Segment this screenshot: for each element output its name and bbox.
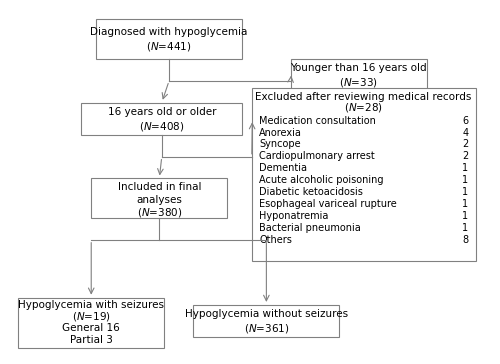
FancyBboxPatch shape <box>252 88 476 261</box>
Text: 2: 2 <box>462 151 468 161</box>
FancyBboxPatch shape <box>82 103 242 135</box>
Text: ($\it{N}$=19): ($\it{N}$=19) <box>72 310 110 323</box>
Text: ($\it{N}$=361): ($\it{N}$=361) <box>244 322 289 335</box>
FancyBboxPatch shape <box>96 19 242 59</box>
Text: Hypoglycemia without seizures: Hypoglycemia without seizures <box>185 309 348 319</box>
Text: analyses: analyses <box>136 195 182 205</box>
Text: Bacterial pneumonia: Bacterial pneumonia <box>259 223 361 233</box>
Text: 1: 1 <box>462 211 468 221</box>
Text: 1: 1 <box>462 187 468 197</box>
Text: Anorexia: Anorexia <box>259 127 302 138</box>
FancyBboxPatch shape <box>290 59 427 92</box>
Text: Syncope: Syncope <box>259 139 300 150</box>
Text: 16 years old or older: 16 years old or older <box>108 107 216 116</box>
Text: 6: 6 <box>462 116 468 126</box>
Text: 1: 1 <box>462 199 468 209</box>
Text: Hyponatremia: Hyponatremia <box>259 211 328 221</box>
Text: 4: 4 <box>462 127 468 138</box>
Text: ($\it{N}$=28): ($\it{N}$=28) <box>344 102 383 114</box>
Text: Diabetic ketoacidosis: Diabetic ketoacidosis <box>259 187 363 197</box>
Text: Medication consultation: Medication consultation <box>259 116 376 126</box>
Text: Included in final: Included in final <box>118 182 201 193</box>
Text: Dementia: Dementia <box>259 163 307 173</box>
Text: Partial 3: Partial 3 <box>70 335 112 345</box>
FancyBboxPatch shape <box>91 178 228 218</box>
Text: 1: 1 <box>462 175 468 185</box>
Text: 1: 1 <box>462 223 468 233</box>
Text: ($\it{N}$=380): ($\it{N}$=380) <box>136 206 182 219</box>
Text: 2: 2 <box>462 139 468 150</box>
Text: ($\it{N}$=441): ($\it{N}$=441) <box>146 40 192 53</box>
Text: Acute alcoholic poisoning: Acute alcoholic poisoning <box>259 175 384 185</box>
Text: General 16: General 16 <box>62 323 120 333</box>
Text: Others: Others <box>259 235 292 245</box>
Text: ($\it{N}$=408): ($\it{N}$=408) <box>139 119 184 132</box>
Text: Cardiopulmonary arrest: Cardiopulmonary arrest <box>259 151 375 161</box>
FancyBboxPatch shape <box>18 298 164 348</box>
Text: Diagnosed with hypoglycemia: Diagnosed with hypoglycemia <box>90 27 248 37</box>
Text: Hypoglycemia with seizures: Hypoglycemia with seizures <box>18 300 164 310</box>
Text: Excluded after reviewing medical records: Excluded after reviewing medical records <box>256 92 472 102</box>
Text: Younger than 16 years old: Younger than 16 years old <box>290 63 427 73</box>
Text: Esophageal variceal rupture: Esophageal variceal rupture <box>259 199 397 209</box>
Text: 1: 1 <box>462 163 468 173</box>
Text: 8: 8 <box>462 235 468 245</box>
Text: ($\it{N}$=33): ($\it{N}$=33) <box>340 76 378 89</box>
FancyBboxPatch shape <box>194 305 340 337</box>
